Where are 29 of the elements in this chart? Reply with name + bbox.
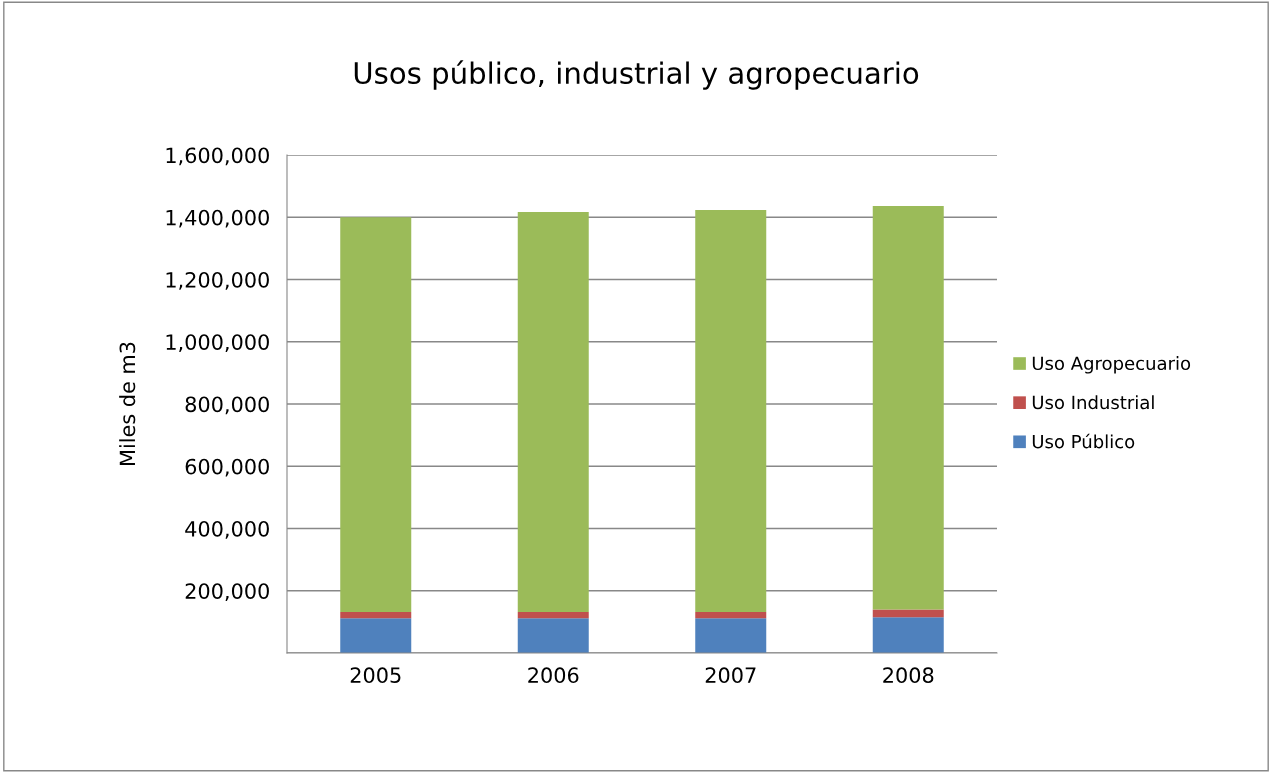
y-tick-label: 1,600,000 bbox=[166, 147, 269, 166]
bar bbox=[340, 618, 412, 653]
bar bbox=[340, 611, 412, 619]
bar bbox=[517, 211, 589, 612]
y-tick-label: 1,000,000 bbox=[166, 334, 269, 353]
bar bbox=[872, 206, 944, 610]
bar bbox=[517, 618, 589, 653]
x-tick-label: 2005 bbox=[350, 667, 401, 684]
y-tick-label: 1,200,000 bbox=[166, 271, 269, 290]
bar bbox=[695, 618, 767, 653]
bar bbox=[517, 611, 589, 619]
bar bbox=[695, 611, 767, 619]
legend-label: Uso Industrial bbox=[1032, 395, 1154, 410]
x-tick-label: 2006 bbox=[528, 667, 579, 684]
legend-label: Uso Agropecuario bbox=[1032, 356, 1191, 374]
bar bbox=[872, 609, 944, 618]
y-tick-label: 800,000 bbox=[185, 396, 269, 415]
bar bbox=[695, 210, 767, 612]
x-tick-label: 2008 bbox=[883, 667, 934, 684]
legend-label: Uso Público bbox=[1032, 433, 1135, 449]
bar bbox=[340, 217, 412, 612]
x-tick-label: 2007 bbox=[705, 667, 756, 684]
y-axis-title: Miles de m3 bbox=[119, 342, 136, 465]
y-tick-label: 400,000 bbox=[185, 520, 269, 539]
chart-title: Usos público, industrial y agropecuario bbox=[354, 60, 919, 90]
y-tick-label: 200,000 bbox=[185, 583, 269, 602]
y-tick-label: 600,000 bbox=[185, 458, 269, 477]
bar bbox=[872, 617, 944, 653]
y-tick-label: 1,400,000 bbox=[166, 209, 269, 228]
